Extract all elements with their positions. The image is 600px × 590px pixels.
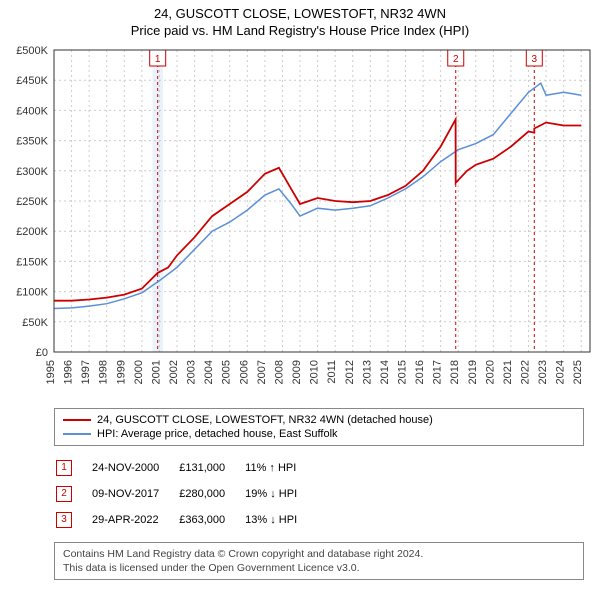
legend-item: 24, GUSCOTT CLOSE, LOWESTOFT, NR32 4WN (… [63, 413, 575, 427]
xtick-label: 2018 [449, 360, 461, 384]
footer-attribution: Contains HM Land Registry data © Crown c… [54, 542, 584, 580]
xtick-label: 2017 [432, 360, 444, 384]
event-row: 3 29-APR-2022£363,00013% ↓ HPI [56, 508, 315, 532]
ytick-label: £500K [16, 45, 48, 57]
event-row: 1 24-NOV-2000£131,00011% ↑ HPI [56, 456, 315, 480]
ytick-label: £400K [16, 105, 48, 117]
ytick-label: £200K [16, 226, 48, 238]
xtick-label: 2008 [273, 360, 285, 384]
xtick-label: 2014 [379, 360, 391, 384]
ytick-label: £50K [22, 317, 48, 329]
xtick-label: 2025 [572, 360, 584, 384]
event-marker: 2 [56, 486, 72, 502]
title-address: 24, GUSCOTT CLOSE, LOWESTOFT, NR32 4WN [0, 6, 600, 21]
xtick-label: 2015 [396, 360, 408, 384]
ytick-label: £0 [36, 347, 48, 359]
xtick-label: 1999 [115, 360, 127, 384]
xtick-label: 2004 [203, 360, 215, 384]
legend-label: HPI: Average price, detached house, East… [97, 428, 338, 440]
xtick-label: 2013 [361, 360, 373, 384]
event-marker-num: 3 [532, 54, 538, 65]
event-delta: 11% ↑ HPI [245, 456, 315, 480]
xtick-label: 2024 [555, 360, 567, 384]
xtick-label: 1998 [98, 360, 110, 384]
xtick-label: 2023 [537, 360, 549, 384]
event-marker: 1 [56, 460, 72, 476]
legend-swatch [63, 419, 91, 421]
xtick-label: 2001 [150, 360, 162, 384]
event-date: 24-NOV-2000 [92, 456, 177, 480]
event-delta: 13% ↓ HPI [245, 508, 315, 532]
xtick-label: 2020 [484, 360, 496, 384]
xtick-label: 1997 [80, 360, 92, 384]
event-delta: 19% ↓ HPI [245, 482, 315, 506]
xtick-label: 2019 [467, 360, 479, 384]
ytick-label: £150K [16, 256, 48, 268]
xtick-label: 2011 [326, 360, 338, 384]
event-price: £363,000 [179, 508, 243, 532]
xtick-label: 1995 [45, 360, 57, 384]
chart-container: 24, GUSCOTT CLOSE, LOWESTOFT, NR32 4WN P… [0, 0, 600, 580]
events-table: 1 24-NOV-2000£131,00011% ↑ HPI 2 09-NOV-201… [54, 454, 317, 534]
plot-area: £0 £50K £100K £150K £200K £250K £300K £350K £400… [0, 42, 600, 402]
xtick-label: 2003 [186, 360, 198, 384]
xtick-label: 2009 [291, 360, 303, 384]
event-price: £280,000 [179, 482, 243, 506]
ytick-label: £100K [16, 287, 48, 299]
chart-svg: £0 £50K £100K £150K £200K £250K £300K £350K £400… [0, 42, 600, 402]
xtick-label: 2021 [502, 360, 514, 384]
event-marker: 3 [56, 512, 72, 528]
event-date: 09-NOV-2017 [92, 482, 177, 506]
legend: 24, GUSCOTT CLOSE, LOWESTOFT, NR32 4WN (… [54, 408, 584, 446]
xtick-label: 2022 [519, 360, 531, 384]
ytick-label: £250K [16, 196, 48, 208]
legend-label: 24, GUSCOTT CLOSE, LOWESTOFT, NR32 4WN (… [97, 414, 433, 426]
xtick-label: 2012 [344, 360, 356, 384]
ytick-label: £350K [16, 136, 48, 148]
event-row: 2 09-NOV-2017£280,00019% ↓ HPI [56, 482, 315, 506]
xtick-label: 2005 [221, 360, 233, 384]
xtick-label: 2007 [256, 360, 268, 384]
title-subtitle: Price paid vs. HM Land Registry's House … [0, 23, 600, 38]
xtick-label: 2002 [168, 360, 180, 384]
event-date: 29-APR-2022 [92, 508, 177, 532]
legend-item: HPI: Average price, detached house, East… [63, 427, 575, 441]
footer-line: This data is licensed under the Open Gov… [63, 561, 575, 575]
xtick-label: 2016 [414, 360, 426, 384]
ytick-label: £450K [16, 75, 48, 87]
title-block: 24, GUSCOTT CLOSE, LOWESTOFT, NR32 4WN P… [0, 0, 600, 42]
xtick-label: 1996 [63, 360, 75, 384]
xtick-label: 2006 [238, 360, 250, 384]
event-price: £131,000 [179, 456, 243, 480]
footer-line: Contains HM Land Registry data © Crown c… [63, 547, 575, 561]
event-marker-num: 1 [155, 54, 161, 65]
event-marker-num: 2 [453, 54, 459, 65]
ytick-label: £300K [16, 166, 48, 178]
legend-swatch [63, 433, 91, 435]
xtick-label: 2000 [133, 360, 145, 384]
xtick-label: 2010 [309, 360, 321, 384]
